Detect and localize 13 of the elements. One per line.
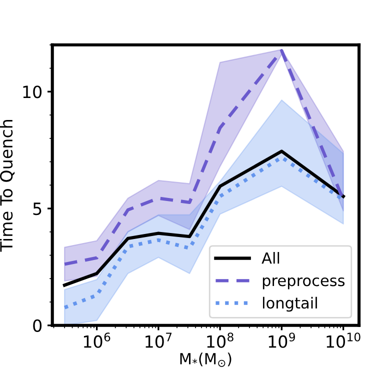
y-tick-label: 10: [23, 86, 42, 98]
x-tick-label: 10$^{8}$: [207, 332, 234, 348]
x-tick-label: 10$^{7}$: [146, 332, 172, 348]
x-axis-title: M$_{*}$(M$_{⊙}$): [180, 352, 232, 367]
x-tick-label: 10$^{6}$: [84, 332, 110, 348]
legend-label: preprocess: [262, 277, 345, 290]
y-axis-title: Time To Quench: [0, 120, 15, 252]
legend-label: longtail: [262, 296, 317, 312]
legend-label: All: [262, 252, 280, 264]
y-tick-label: 0: [33, 319, 42, 332]
x-tick-label: 10$^{9}$: [268, 332, 295, 348]
x-tick-label: 10$^{10}$: [326, 332, 360, 348]
y-tick-label: 5: [33, 202, 42, 216]
